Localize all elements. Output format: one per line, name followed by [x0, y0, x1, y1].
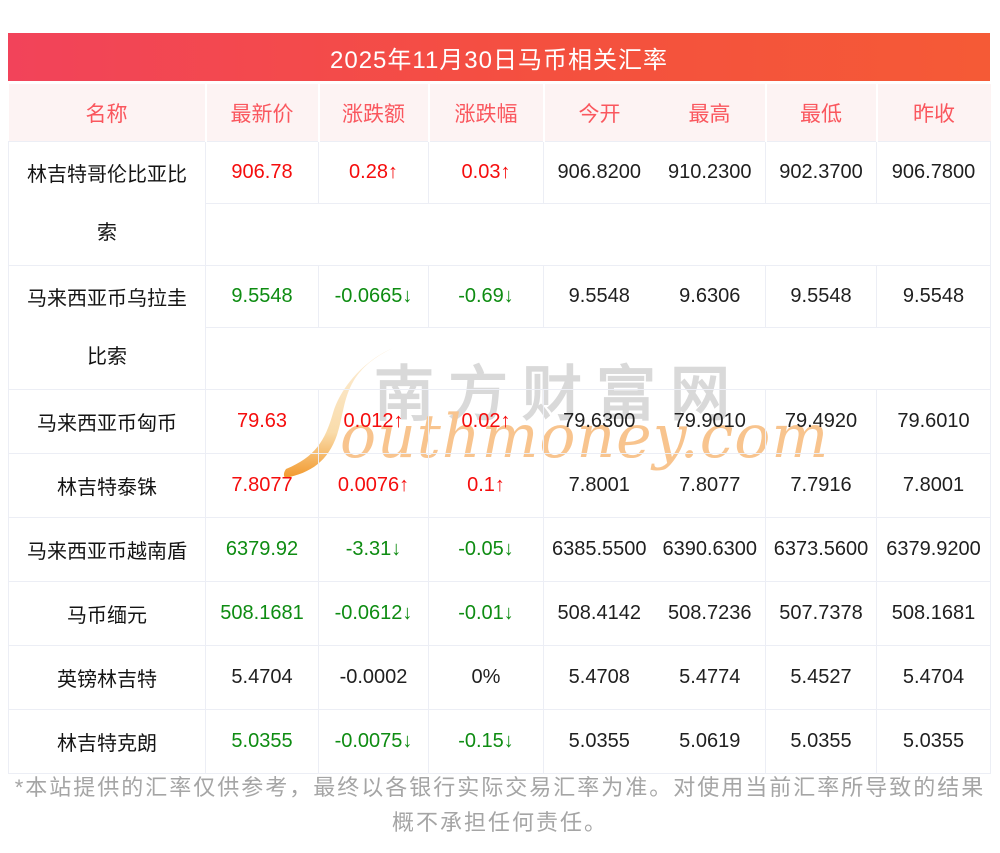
cell-low: 9.5548 — [765, 265, 877, 328]
cell-high: 910.2300 — [654, 141, 766, 204]
cell-high: 9.6306 — [654, 265, 766, 328]
cell-low: 6373.5600 — [765, 517, 877, 582]
cell-prev: 5.0355 — [876, 709, 991, 774]
cell-prev: 906.7800 — [876, 141, 991, 204]
cell-change: 0.012↑ — [318, 389, 429, 454]
rates-table: 名称 最新价 涨跌额 涨跌幅 今开 最高 最低 昨收 林吉特哥伦比亚比索 906.78 0.28↑… — [8, 84, 991, 774]
column-header-prev: 昨收 — [876, 84, 991, 142]
table-row: 马币缅元 508.1681 -0.0612↓ -0.01↓ 508.4142 508.72… — [8, 581, 991, 646]
cell-latest: 906.78 — [205, 141, 319, 204]
column-header-high: 最高 — [654, 84, 767, 142]
table-row: 林吉特哥伦比亚比索 906.78 0.28↑ 0.03↑ 906.8200 910.230… — [8, 141, 991, 266]
cell-open: 79.6300 — [543, 389, 655, 454]
cell-name: 林吉特克朗 — [8, 709, 206, 774]
cell-prev: 7.8001 — [876, 453, 991, 518]
cell-prev: 9.5548 — [876, 265, 991, 328]
cell-latest: 5.4704 — [205, 645, 319, 710]
table-row: 马来西亚币匈币 79.63 0.012↑ 0.02↑ 79.6300 79.9010 79.… — [8, 389, 991, 454]
cell-latest: 6379.92 — [205, 517, 319, 582]
cell-low: 902.3700 — [765, 141, 877, 204]
disclaimer: *本站提供的汇率仅供参考，最终以各银行实际交易汇率为准。对使用当前汇率所导致的结… — [0, 770, 1000, 840]
cell-latest: 508.1681 — [205, 581, 319, 646]
cell-high: 5.0619 — [654, 709, 766, 774]
table-row: 马来西亚币越南盾 6379.92 -3.31↓ -0.05↓ 6385.5500 6390… — [8, 517, 991, 582]
cell-low: 5.4527 — [765, 645, 877, 710]
table-header-row: 名称 最新价 涨跌额 涨跌幅 今开 最高 最低 昨收 — [8, 84, 991, 142]
cell-pct: -0.05↓ — [428, 517, 544, 582]
column-header-change: 涨跌额 — [318, 84, 430, 142]
cell-name: 马币缅元 — [8, 581, 206, 646]
page-title: 2025年11月30日马币相关汇率 — [330, 46, 668, 74]
column-header-low: 最低 — [765, 84, 878, 142]
cell-prev: 508.1681 — [876, 581, 991, 646]
column-header-pct: 涨跌幅 — [428, 84, 545, 142]
cell-pct: 0.1↑ — [428, 453, 544, 518]
cell-name: 林吉特泰铢 — [8, 453, 206, 518]
cell-prev: 79.6010 — [876, 389, 991, 454]
cell-name: 马来西亚币越南盾 — [8, 517, 206, 582]
disclaimer-line1: *本站提供的汇率仅供参考，最终以各银行实际交易汇率为准。对使用当前汇率所导致的结… — [14, 775, 986, 800]
cell-open: 6385.5500 — [543, 517, 655, 582]
cell-open: 5.0355 — [543, 709, 655, 774]
cell-name: 英镑林吉特 — [8, 645, 206, 710]
table-row-spacer — [9, 203, 991, 266]
cell-high: 5.4774 — [654, 645, 766, 710]
cell-low: 507.7378 — [765, 581, 877, 646]
table-row: 林吉特泰铢 7.8077 0.0076↑ 0.1↑ 7.8001 7.8077 7.7916… — [8, 453, 991, 518]
cell-high: 6390.6300 — [654, 517, 766, 582]
table-row: 英镑林吉特 5.4704 -0.0002 0% 5.4708 5.4774 5.4527 5.… — [8, 645, 991, 710]
cell-prev: 6379.9200 — [876, 517, 991, 582]
cell-change: -3.31↓ — [318, 517, 429, 582]
table-row: 林吉特克朗 5.0355 -0.0075↓ -0.15↓ 5.0355 5.0619 5.0… — [8, 709, 991, 774]
cell-pct: 0.02↑ — [428, 389, 544, 454]
cell-open: 5.4708 — [543, 645, 655, 710]
cell-open: 7.8001 — [543, 453, 655, 518]
cell-pct: 0% — [428, 645, 544, 710]
disclaimer-line2: 概不承担任何责任。 — [391, 810, 608, 835]
cell-open: 9.5548 — [543, 265, 655, 328]
cell-latest: 79.63 — [205, 389, 319, 454]
cell-change: -0.0075↓ — [318, 709, 429, 774]
cell-open: 508.4142 — [543, 581, 655, 646]
cell-high: 7.8077 — [654, 453, 766, 518]
cell-low: 79.4920 — [765, 389, 877, 454]
column-header-open: 今开 — [543, 84, 655, 142]
cell-high: 508.7236 — [654, 581, 766, 646]
cell-change: -0.0002 — [318, 645, 429, 710]
cell-change: -0.0665↓ — [318, 265, 429, 328]
column-header-name: 名称 — [8, 84, 207, 142]
cell-change: 0.28↑ — [318, 141, 429, 204]
cell-pct: -0.01↓ — [428, 581, 544, 646]
cell-change: -0.0612↓ — [318, 581, 429, 646]
empty-filler-cell — [205, 327, 991, 390]
cell-latest: 5.0355 — [205, 709, 319, 774]
column-header-latest: 最新价 — [205, 84, 320, 142]
table-row: 马来西亚币乌拉圭比索 9.5548 -0.0665↓ -0.69↓ 9.5548 9.63… — [8, 265, 991, 390]
cell-pct: -0.15↓ — [428, 709, 544, 774]
cell-low: 5.0355 — [765, 709, 877, 774]
title-banner: 2025年11月30日马币相关汇率 — [8, 33, 990, 81]
cell-change: 0.0076↑ — [318, 453, 429, 518]
cell-latest: 9.5548 — [205, 265, 319, 328]
cell-pct: -0.69↓ — [428, 265, 544, 328]
cell-name: 马来西亚币乌拉圭比索 — [8, 265, 206, 390]
cell-name: 林吉特哥伦比亚比索 — [8, 141, 206, 266]
cell-latest: 7.8077 — [205, 453, 319, 518]
cell-prev: 5.4704 — [876, 645, 991, 710]
cell-pct: 0.03↑ — [428, 141, 544, 204]
empty-filler-cell — [205, 203, 991, 266]
cell-low: 7.7916 — [765, 453, 877, 518]
cell-open: 906.8200 — [543, 141, 655, 204]
cell-name: 马来西亚币匈币 — [8, 389, 206, 454]
cell-high: 79.9010 — [654, 389, 766, 454]
